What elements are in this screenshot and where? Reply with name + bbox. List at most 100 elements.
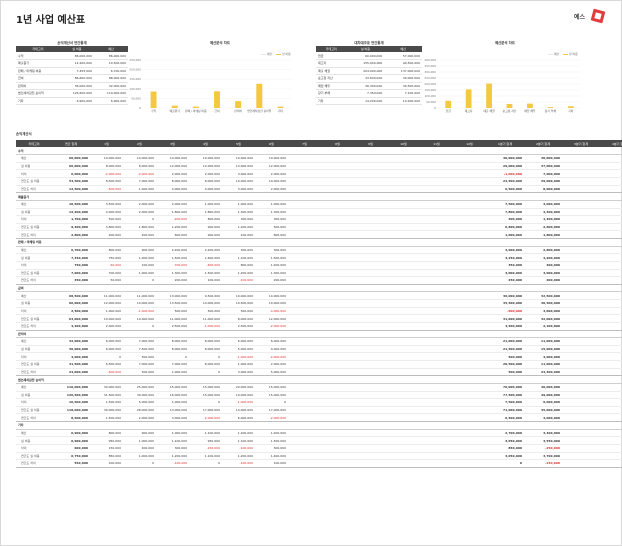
value-cell: 12,000,000 bbox=[255, 314, 288, 323]
summary-row: 기타 14,200,000 14,200,000 bbox=[316, 97, 422, 105]
summary-row: 현금 60,000,000 57,000,000 bbox=[316, 52, 422, 60]
value-cell bbox=[387, 208, 420, 217]
value-cell bbox=[387, 246, 420, 255]
value-cell: 2,000,000 bbox=[123, 413, 156, 422]
value-cell: 1,500,000 bbox=[255, 253, 288, 262]
value-cell: 118,000,000 bbox=[52, 406, 90, 415]
right-budget-chart: 0 50,000 100,000 150,000 200,000 250,000 300,0… bbox=[420, 58, 585, 122]
value-cell bbox=[387, 253, 420, 262]
value-cell: 8,000,000 bbox=[189, 337, 222, 346]
value-cell bbox=[562, 200, 600, 209]
value-cell bbox=[288, 406, 321, 415]
value-cell: 10,000,000 bbox=[222, 154, 255, 163]
value-cell: 68,500,000 bbox=[52, 291, 90, 300]
value-cell: -100,000 bbox=[222, 459, 255, 468]
value-cell bbox=[321, 253, 354, 262]
value-cell bbox=[453, 246, 486, 255]
value-cell bbox=[288, 162, 321, 171]
value-cell: 17,000,000 bbox=[189, 406, 222, 415]
column-header: 3월 bbox=[156, 140, 189, 147]
y-tick-label: 150,000 bbox=[129, 77, 141, 81]
value-cell: -1,000,000 bbox=[123, 307, 156, 316]
value-cell: 5,000,000 bbox=[255, 368, 288, 377]
value-cell bbox=[387, 413, 420, 422]
data-row: 실 비용 6,900,000 950,000 1,000,000 1,100,000 95… bbox=[16, 436, 622, 445]
value-cell: 800,000 bbox=[90, 429, 123, 438]
column-header: 11월 bbox=[420, 140, 453, 147]
y-tick-label: 300,000 bbox=[424, 70, 436, 74]
value-cell: 150,000 bbox=[90, 444, 123, 453]
value-cell: 6,000,000 bbox=[90, 345, 123, 354]
value-cell bbox=[288, 360, 321, 369]
value-cell: 12,200,000 bbox=[52, 208, 90, 217]
value-cell bbox=[420, 269, 453, 278]
value-cell: 800,000 bbox=[189, 215, 222, 224]
value-cell bbox=[387, 444, 420, 453]
value-cell bbox=[453, 269, 486, 278]
value-cell bbox=[321, 169, 354, 178]
summary-row: 순고정 자산 33,600,000 30,000,000 bbox=[316, 74, 422, 83]
value-cell: 8,000,000 bbox=[156, 177, 189, 186]
summary-cell: 32,000,000 bbox=[93, 82, 128, 90]
value-cell: 900,000 bbox=[123, 246, 156, 255]
value-cell bbox=[354, 276, 387, 285]
value-cell bbox=[453, 459, 486, 468]
summary-cell: 매입 채무 bbox=[316, 82, 347, 90]
value-cell: 10,000,000 bbox=[90, 154, 123, 163]
value-cell bbox=[288, 436, 321, 445]
value-cell bbox=[420, 185, 453, 194]
value-cell: -4,000,000 bbox=[255, 307, 288, 316]
value-cell: 6,900,000 bbox=[52, 429, 90, 438]
value-cell: 1,000,000 bbox=[486, 230, 524, 239]
summary-cell: 30,500,000 bbox=[384, 82, 422, 90]
value-cell bbox=[321, 429, 354, 438]
value-cell bbox=[321, 200, 354, 209]
summary-cell: 판리비 bbox=[16, 82, 60, 90]
value-cell: 4,400,000 bbox=[52, 322, 90, 331]
value-cell: 3,000,000 bbox=[524, 307, 562, 316]
value-cell bbox=[288, 368, 321, 377]
group-name: 급여 bbox=[16, 284, 52, 293]
value-cell: 1,200,000 bbox=[222, 269, 255, 278]
value-cell: 1,000,000 bbox=[156, 398, 189, 407]
row-label: 연간도 실 비용 bbox=[16, 177, 52, 186]
value-cell: 0 bbox=[90, 352, 123, 361]
data-row: 실 비용 36,000,000 6,000,000 7,500,000 8,000,00… bbox=[16, 345, 622, 354]
value-cell bbox=[453, 429, 486, 438]
value-cell bbox=[387, 459, 420, 468]
value-cell: 13,000,000 bbox=[156, 406, 189, 415]
data-row: 연간도 실 비용 9,400,000 3,800,000 1,800,000 1,200… bbox=[16, 223, 622, 232]
group-name: 기타 bbox=[16, 421, 52, 430]
value-cell: 1,800,000 bbox=[524, 230, 562, 239]
legend-actual-label: 실 비용 bbox=[282, 52, 291, 56]
value-cell bbox=[354, 429, 387, 438]
value-cell: 1,700,000 bbox=[52, 215, 90, 224]
value-cell bbox=[600, 368, 622, 377]
actual-bar bbox=[465, 89, 472, 108]
value-cell: 20,500,000 bbox=[486, 360, 524, 369]
column-header: 카테고리 bbox=[16, 140, 52, 147]
value-cell bbox=[288, 337, 321, 346]
value-cell bbox=[288, 261, 321, 270]
value-cell: 13,000,000 bbox=[222, 406, 255, 415]
value-cell bbox=[387, 406, 420, 415]
value-cell bbox=[562, 269, 600, 278]
value-cell bbox=[387, 322, 420, 331]
group-header-row: 판리비 bbox=[16, 330, 622, 339]
value-cell: 300,000 bbox=[222, 246, 255, 255]
value-cell: 6,500,000 bbox=[486, 185, 524, 194]
value-cell bbox=[420, 368, 453, 377]
value-cell: -2,000,000 bbox=[189, 413, 222, 422]
value-cell bbox=[387, 398, 420, 407]
value-cell: 8,000,000 bbox=[156, 345, 189, 354]
value-cell: 7,500,000 bbox=[486, 200, 524, 209]
chart-svg: 0 50,000 100,000 150,000 200,000 250,000 300,0… bbox=[424, 58, 581, 113]
value-cell: 6,700,000 bbox=[52, 246, 90, 255]
row-label: 실 비용 bbox=[16, 162, 52, 171]
value-cell bbox=[453, 337, 486, 346]
value-cell bbox=[321, 307, 354, 316]
summary-cell: 57,000,000 bbox=[384, 52, 422, 60]
value-cell: -1,000,000 bbox=[189, 322, 222, 331]
value-cell: 21,500,000 bbox=[486, 345, 524, 354]
value-cell bbox=[562, 352, 600, 361]
